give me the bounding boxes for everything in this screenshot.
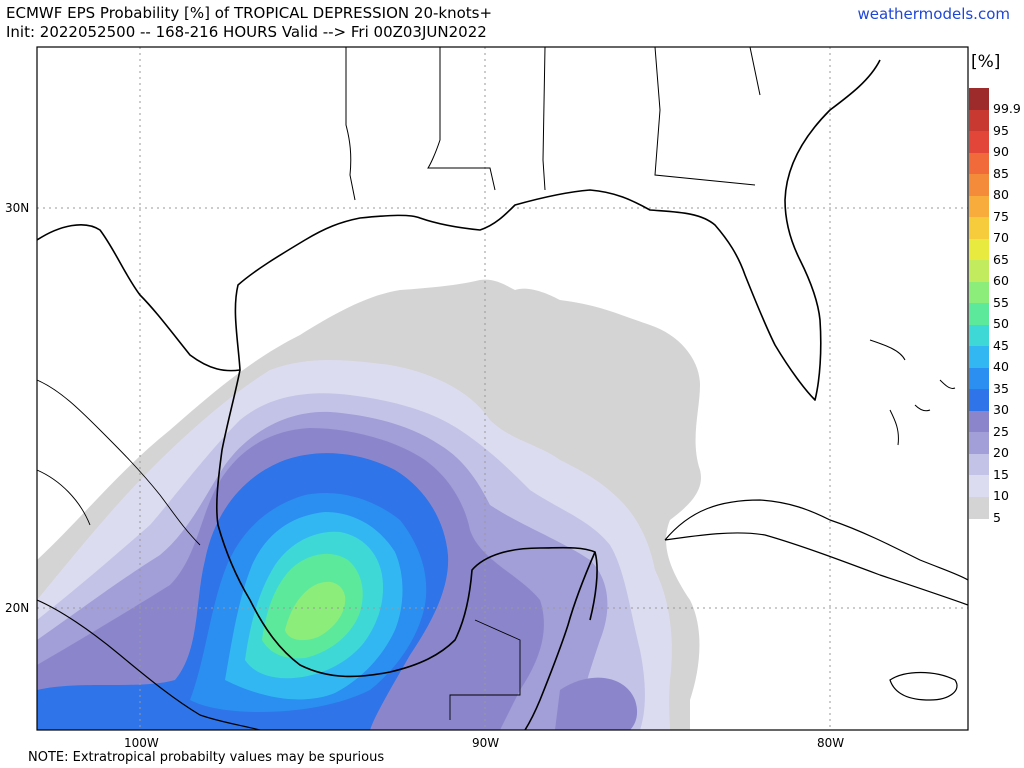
legend-label: 65 <box>993 251 1009 267</box>
bahamas-outline <box>869 339 956 446</box>
legend-swatch <box>969 475 989 497</box>
legend-label: 25 <box>993 423 1009 439</box>
legend-swatch <box>969 195 989 218</box>
legend-swatch <box>969 260 989 282</box>
legend-unit: [%] <box>971 52 1001 72</box>
legend-label: 50 <box>993 316 1009 331</box>
legend-swatch <box>969 281 989 304</box>
legend-label: 90 <box>993 144 1009 159</box>
legend-label: 35 <box>993 380 1009 396</box>
footer-note: NOTE: Extratropical probabilty values ma… <box>28 750 385 765</box>
legend-label: 55 <box>993 294 1009 310</box>
legend-swatch <box>969 152 989 175</box>
legend-label: 10 <box>993 488 1009 503</box>
legend-swatch <box>969 496 989 519</box>
graticule <box>37 47 968 730</box>
prob-contour-55 <box>285 581 346 641</box>
lat-label-20n: 20N <box>5 601 30 615</box>
legend-label: 80 <box>993 187 1009 202</box>
legend-label: 99.9 <box>993 101 1021 116</box>
legend-swatch <box>969 410 989 433</box>
coastlines <box>37 59 881 730</box>
legend-swatch <box>969 109 989 132</box>
cuba-outline <box>664 499 968 606</box>
legend-label: 40 <box>993 359 1009 374</box>
legend-swatch <box>969 88 989 110</box>
lon-label-100w: 100W <box>124 736 159 750</box>
map-title: ECMWF EPS Probability [%] of TROPICAL DE… <box>6 4 493 22</box>
prob-contour-25b <box>555 677 638 730</box>
legend-swatch <box>969 303 989 325</box>
legend-swatch <box>969 131 989 153</box>
legend-swatch <box>969 367 989 390</box>
legend-label: 45 <box>993 337 1009 353</box>
legend-swatch <box>969 389 989 411</box>
legend-swatch <box>969 432 989 454</box>
legend-swatch <box>969 174 989 196</box>
probability-shading <box>37 279 701 730</box>
legend-swatch <box>969 238 989 261</box>
state-borders <box>37 47 761 720</box>
legend-swatch <box>969 346 989 368</box>
legend-label: 70 <box>993 230 1009 245</box>
legend-label: 75 <box>993 208 1009 224</box>
legend-label: 20 <box>993 445 1009 460</box>
legend-label: 95 <box>993 122 1009 138</box>
legend-label: 85 <box>993 165 1009 181</box>
legend-swatch <box>969 324 989 347</box>
jamaica-outline <box>889 671 958 701</box>
legend-label: 5 <box>993 509 1001 525</box>
legend-swatch <box>969 453 989 476</box>
legend-label: 60 <box>993 273 1009 288</box>
legend-label: 30 <box>993 402 1009 417</box>
lat-label-30n: 30N <box>5 201 30 215</box>
legend-label: 15 <box>993 466 1009 482</box>
brand-link[interactable]: weathermodels.com <box>857 5 1010 23</box>
lon-label-80w: 80W <box>817 736 845 750</box>
legend-swatch <box>969 217 989 239</box>
lon-label-90w: 90W <box>472 736 500 750</box>
map-subtitle: Init: 2022052500 -- 168-216 HOURS Valid … <box>6 23 487 41</box>
